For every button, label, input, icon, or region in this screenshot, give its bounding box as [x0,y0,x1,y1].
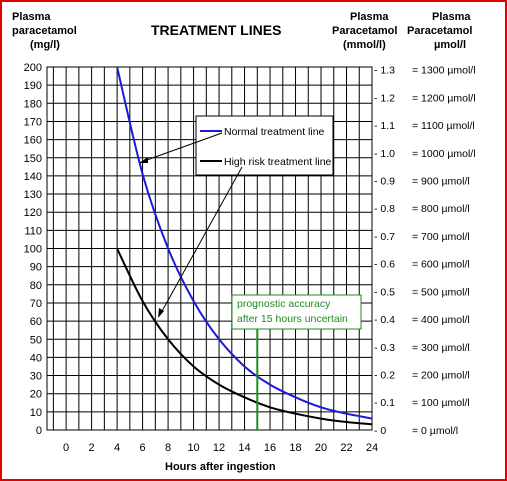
x-tick-label: 10 [187,442,199,454]
y2-tick-label: - 0.8 [374,203,395,215]
x-tick-label: 20 [315,442,327,454]
y2-tick-label: - 0 [374,425,386,437]
y2-tick-label: - 0.4 [374,314,395,326]
y-tick-label: 40 [30,352,42,364]
annotation-line2: after 15 hours uncertain [237,313,348,325]
x-tick-label: 6 [140,442,146,454]
y3-tick-label: = 900 µmol/l [412,176,470,188]
y2-tick-label: - 1.0 [374,148,395,160]
y-tick-label: 60 [30,316,42,328]
y-tick-label: 180 [24,98,42,110]
y3-tick-label: = 1000 µmol/l [412,148,476,160]
y3-axis-label-line1: Plasma [432,11,471,23]
series-line-normal [116,66,373,420]
y2-tick-label: - 0.5 [374,286,395,298]
y2-tick-label: - 1.2 [374,92,395,104]
legend-arrowhead-normal [139,157,148,163]
y3-tick-label: = 1100 µmol/l [412,120,475,132]
y3-tick-label: = 300 µmol/l [412,342,470,354]
y-axis-label-line1: Plasma [12,11,51,23]
y-tick-label: 10 [30,407,42,419]
y-tick-label: 190 [24,80,42,92]
y2-tick-label: - 0.2 [374,370,395,382]
y2-tick-label: - 1.1 [374,120,395,132]
y3-tick-label: = 200 µmol/l [412,370,470,382]
x-tick-label: 2 [89,442,95,454]
y2-tick-label: - 0.7 [374,231,395,243]
y3-tick-label: = 1300 µmol/l [412,65,476,77]
plot-border [46,66,373,431]
x-tick-label: 0 [63,442,69,454]
y3-tick-label: = 600 µmol/l [412,259,470,271]
chart-title: TREATMENT LINES [151,22,281,38]
y-tick-label: 100 [24,244,42,256]
y-tick-label: 90 [30,262,42,274]
x-axis-label: Hours after ingestion [165,461,276,473]
y3-tick-label: = 1200 µmol/l [412,92,476,104]
x-tick-label: 8 [165,442,171,454]
annotation-line1: prognostic accuracy [237,298,331,310]
y2-axis-label-line2: Paracetamol [332,25,397,37]
legend-box [195,115,334,176]
y2-tick-label: - 0.9 [374,176,395,188]
y3-tick-label: = 500 µmol/l [412,286,470,298]
x-tick-label: 18 [289,442,301,454]
legend-pointer-normal [143,132,223,162]
y-tick-label: 130 [24,189,42,201]
y3-tick-label: = 800 µmol/l [412,203,470,215]
y-tick-label: 120 [24,207,42,219]
y3-tick-label: = 400 µmol/l [412,314,470,326]
y-axis-label-line3: (mg/l) [30,39,60,51]
y3-tick-label: = 100 µmol/l [412,397,470,409]
y3-axis-label-line3: µmol/l [434,39,466,51]
y-tick-label: 140 [24,171,42,183]
x-tick-label: 12 [213,442,225,454]
y-tick-label: 160 [24,135,42,147]
legend-label-high-risk: High risk treatment line [224,156,332,168]
y-tick-label: 50 [30,334,42,346]
y-tick-label: 80 [30,280,42,292]
y2-tick-label: - 1.3 [374,65,395,77]
legend-label-normal: Normal treatment line [224,126,325,138]
y2-tick-label: - 0.3 [374,342,395,354]
y-tick-label: 110 [24,225,42,237]
y-tick-label: 0 [36,425,42,437]
series-line-high-risk [116,248,373,426]
x-tick-label: 16 [264,442,276,454]
y-tick-label: 30 [30,371,42,383]
y-tick-label: 20 [30,389,42,401]
legend-pointer-high-risk [160,166,243,314]
y3-tick-label: = 700 µmol/l [412,231,470,243]
y-tick-label: 70 [30,298,42,310]
y2-tick-label: - 0.1 [374,397,395,409]
legend: Normal treatment line High risk treatmen… [139,115,334,318]
y-tick-label: 200 [24,62,42,74]
series-lines [116,66,373,426]
axis-ticks: 0102030405060708090100110120130140150160… [24,62,476,454]
y2-axis-label-line3: (mmol/l) [343,39,386,51]
annotation-box: prognostic accuracy after 15 hours uncer… [231,294,362,330]
y3-tick-label: = 0 µmol/l [412,425,458,437]
y2-axis-label-line1: Plasma [350,11,389,23]
y-tick-label: 150 [24,153,42,165]
y2-tick-label: - 0.6 [374,259,395,271]
y-tick-label: 170 [24,116,42,128]
x-tick-label: 14 [238,442,250,454]
annotation-background [231,294,362,330]
y3-axis-label-line2: Paracetamol [407,25,472,37]
y-axis-label-line2: paracetamol [12,25,77,37]
x-tick-label: 24 [366,442,378,454]
x-tick-label: 4 [114,442,120,454]
legend-arrowhead-high-risk [158,308,164,318]
x-tick-label: 22 [340,442,352,454]
